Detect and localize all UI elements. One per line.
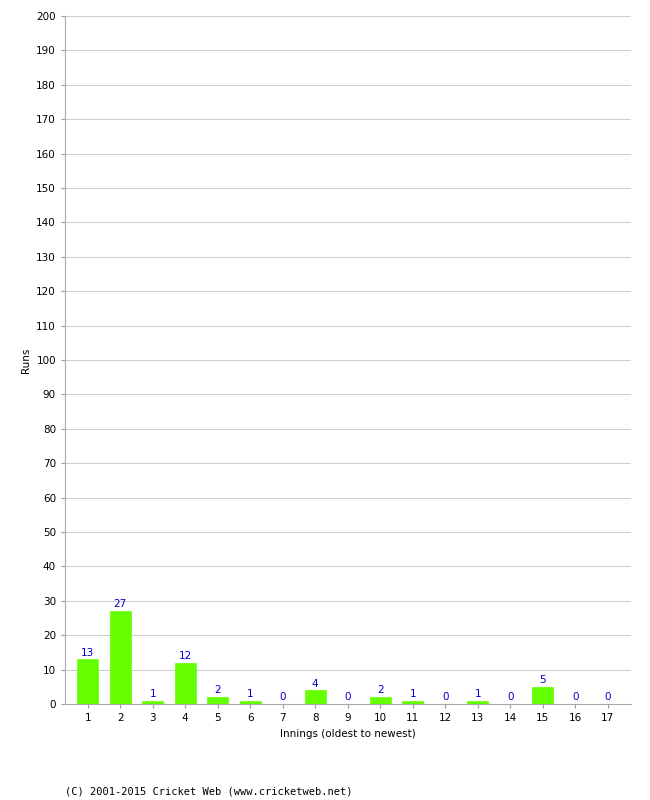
Bar xyxy=(370,697,391,704)
Text: 1: 1 xyxy=(247,689,254,699)
Text: 0: 0 xyxy=(442,692,448,702)
Text: 1: 1 xyxy=(410,689,416,699)
Y-axis label: Runs: Runs xyxy=(21,347,31,373)
Bar xyxy=(207,697,228,704)
Text: 13: 13 xyxy=(81,647,94,658)
Text: 5: 5 xyxy=(540,675,546,685)
Bar xyxy=(142,701,163,704)
Text: 2: 2 xyxy=(214,686,221,695)
Bar xyxy=(402,701,423,704)
Text: 2: 2 xyxy=(377,686,384,695)
Text: 1: 1 xyxy=(474,689,481,699)
Bar xyxy=(467,701,488,704)
Bar xyxy=(305,690,326,704)
Text: 0: 0 xyxy=(572,692,578,702)
X-axis label: Innings (oldest to newest): Innings (oldest to newest) xyxy=(280,729,415,738)
Text: 0: 0 xyxy=(507,692,514,702)
Text: 27: 27 xyxy=(114,599,127,610)
Bar xyxy=(77,659,98,704)
Text: 4: 4 xyxy=(312,678,318,689)
Bar xyxy=(532,686,553,704)
Text: 12: 12 xyxy=(179,651,192,661)
Bar xyxy=(175,662,196,704)
Bar xyxy=(110,611,131,704)
Text: (C) 2001-2015 Cricket Web (www.cricketweb.net): (C) 2001-2015 Cricket Web (www.cricketwe… xyxy=(65,786,352,796)
Text: 1: 1 xyxy=(150,689,156,699)
Text: 0: 0 xyxy=(344,692,351,702)
Text: 0: 0 xyxy=(280,692,286,702)
Bar xyxy=(240,701,261,704)
Text: 0: 0 xyxy=(604,692,611,702)
